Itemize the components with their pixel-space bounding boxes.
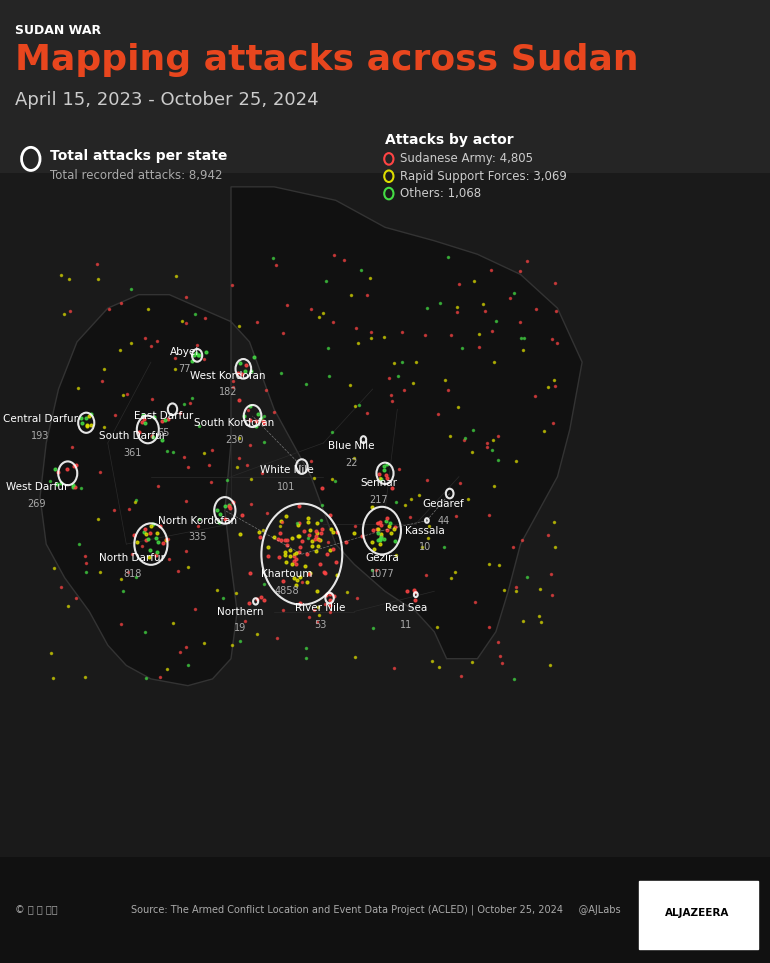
Polygon shape	[40, 187, 582, 686]
Text: Others: 1,068: Others: 1,068	[400, 187, 481, 200]
Text: 19: 19	[234, 623, 246, 634]
Text: Khartoum: Khartoum	[261, 569, 312, 580]
Text: White Nile: White Nile	[259, 465, 313, 475]
Text: 335: 335	[188, 533, 206, 542]
Text: River Nile: River Nile	[295, 603, 346, 613]
Text: Red Sea: Red Sea	[386, 603, 427, 613]
Text: ALJAZEERA: ALJAZEERA	[665, 908, 729, 918]
Text: South Kordofan: South Kordofan	[194, 418, 274, 428]
Text: Northern: Northern	[217, 607, 263, 616]
Text: SUDAN WAR: SUDAN WAR	[15, 24, 102, 37]
Text: Sudanese Army: 4,805: Sudanese Army: 4,805	[400, 152, 534, 166]
Text: Central Darfur: Central Darfur	[2, 414, 78, 425]
Text: 11: 11	[400, 620, 413, 630]
Text: West Darfur: West Darfur	[5, 482, 69, 492]
Text: Gezira: Gezira	[365, 553, 399, 562]
Text: 217: 217	[370, 495, 388, 506]
Text: Kassala: Kassala	[405, 526, 445, 535]
Text: Blue Nile: Blue Nile	[328, 441, 374, 452]
Text: 1077: 1077	[370, 569, 394, 580]
Text: Total recorded attacks: 8,942: Total recorded attacks: 8,942	[50, 169, 223, 182]
Text: Sennar: Sennar	[360, 479, 397, 488]
FancyBboxPatch shape	[0, 0, 770, 173]
Text: 44: 44	[437, 515, 450, 526]
Text: Rapid Support Forces: 3,069: Rapid Support Forces: 3,069	[400, 169, 567, 183]
Text: Attacks by actor: Attacks by actor	[385, 133, 514, 146]
Text: 269: 269	[28, 499, 46, 508]
Text: 818: 818	[123, 569, 142, 580]
Text: East Darfur: East Darfur	[134, 411, 192, 421]
Text: 193: 193	[31, 431, 49, 441]
Text: April 15, 2023 - October 25, 2024: April 15, 2023 - October 25, 2024	[15, 91, 319, 110]
Text: 77: 77	[179, 364, 191, 374]
Text: North Darfur: North Darfur	[99, 553, 166, 562]
FancyBboxPatch shape	[639, 881, 758, 949]
Text: 22: 22	[345, 458, 357, 468]
Text: Gedaref: Gedaref	[423, 499, 464, 508]
Text: Abyei: Abyei	[170, 347, 199, 357]
Text: Mapping attacks across Sudan: Mapping attacks across Sudan	[15, 43, 639, 77]
Text: 361: 361	[123, 448, 142, 458]
Text: South Darfur: South Darfur	[99, 431, 166, 441]
Text: Source: The Armed Conflict Location and Event Data Project (ACLED) | October 25,: Source: The Armed Conflict Location and …	[131, 905, 621, 915]
Text: 101: 101	[277, 482, 296, 492]
Text: 4858: 4858	[274, 586, 299, 596]
Text: 10: 10	[419, 542, 431, 553]
Text: Total attacks per state: Total attacks per state	[50, 149, 227, 163]
Text: 53: 53	[314, 620, 326, 630]
Text: © Ⓞ Ⓝ ⓢⒶ: © Ⓞ Ⓝ ⓢⒶ	[15, 905, 58, 915]
Text: 182: 182	[219, 387, 237, 398]
Text: 230: 230	[225, 434, 243, 445]
Text: 65: 65	[157, 428, 169, 438]
FancyBboxPatch shape	[0, 857, 770, 963]
Text: West Kordofan: West Kordofan	[190, 371, 266, 380]
Text: North Kordofan: North Kordofan	[158, 515, 236, 526]
